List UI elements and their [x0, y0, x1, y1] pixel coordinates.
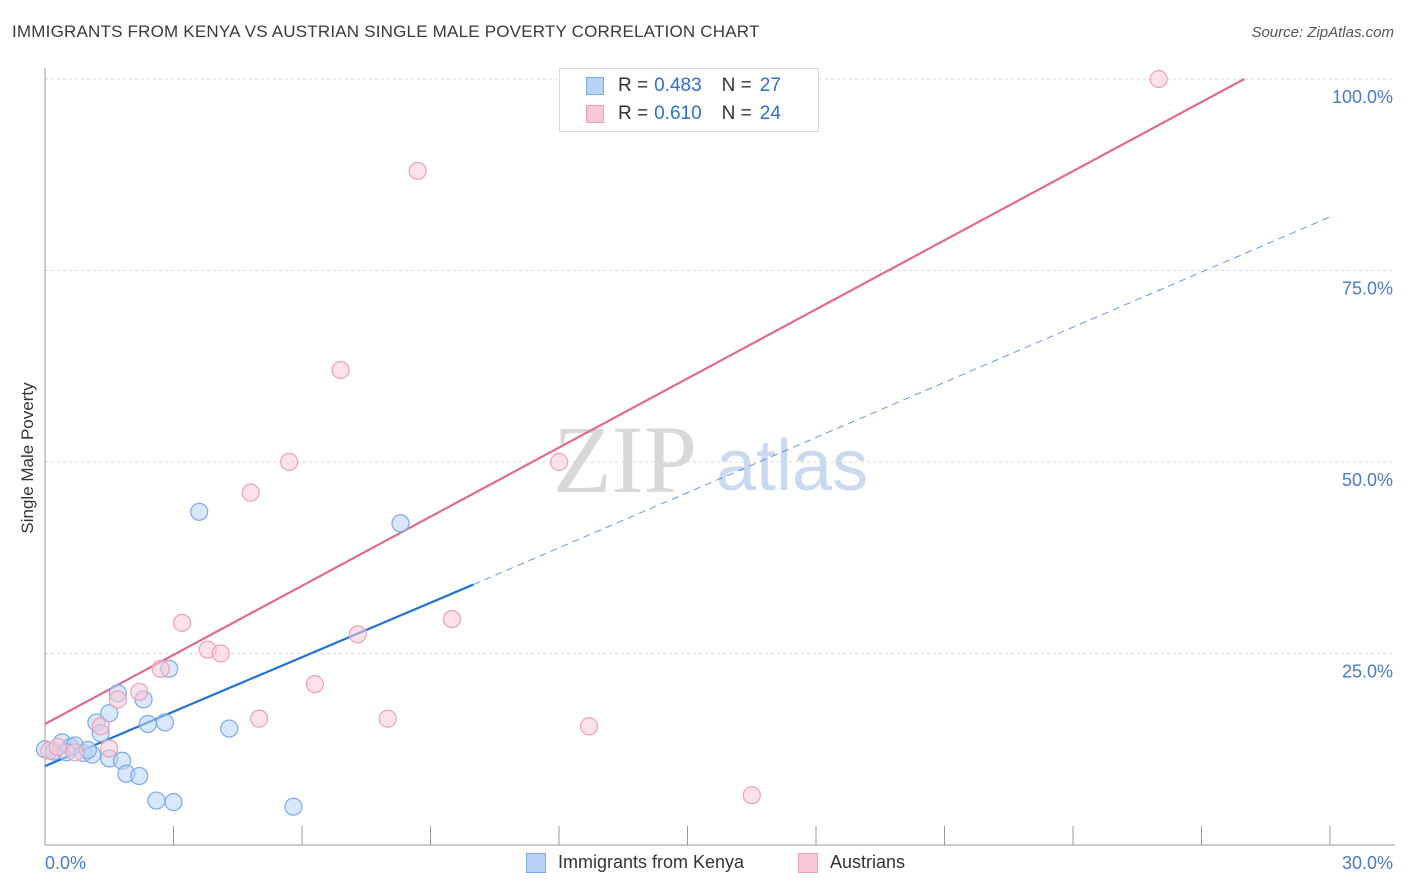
point-s0-10 [100, 704, 119, 723]
point-s1-14 [348, 625, 367, 644]
x-tick-label-1: 30.0% [1342, 853, 1393, 873]
kenya-n-label: N = [721, 75, 752, 96]
trend-dashed-0 [473, 216, 1331, 586]
point-s1-11 [280, 452, 299, 472]
point-s1-21 [1149, 69, 1168, 89]
point-s1-4 [130, 682, 149, 701]
point-s1-22 [48, 737, 67, 757]
chart-source: Source: ZipAtlas.com [1251, 24, 1394, 41]
legend-austrians-label: Austrians [830, 852, 906, 872]
chart-title: IMMIGRANTS FROM KENYA VS AUSTRIAN SINGLE… [12, 22, 760, 41]
point-s1-19 [579, 717, 599, 736]
legend-austrians-swatch [798, 852, 818, 873]
point-s0-24 [391, 514, 410, 533]
gridlines [45, 78, 1395, 654]
y-tick-label-1: 50.0% [1342, 470, 1393, 490]
kenya-n-value: 27 [759, 75, 781, 96]
point-s1-9 [241, 483, 260, 502]
y-tick-label-0: 25.0% [1342, 662, 1393, 682]
y-tick-label-2: 75.0% [1342, 279, 1393, 299]
watermark-zip: ZIP [553, 406, 697, 513]
kenya-r-value: 0.483 [654, 75, 702, 96]
y-tick-label-3: 100.0% [1332, 87, 1393, 107]
austrians-swatch [586, 105, 604, 123]
point-s1-2 [91, 717, 110, 736]
point-s1-12 [305, 675, 324, 694]
point-s1-16 [408, 161, 427, 181]
series-legend: Immigrants from Kenya Austrians [0, 852, 1406, 878]
trend-solid-1 [44, 78, 1245, 725]
point-s1-13 [331, 360, 350, 380]
tick-labels: 25.0% 50.0% 75.0% 100.0% 0.0% 30.0% [45, 87, 1393, 873]
point-s1-23 [100, 739, 119, 758]
point-s1-15 [378, 709, 397, 728]
austrians-n-value: 24 [759, 103, 781, 124]
watermark-atlas: atlas [716, 426, 868, 506]
legend-item-austrians[interactable]: Austrians [798, 852, 905, 873]
point-s0-23 [284, 797, 303, 816]
austrians-r-value: 0.610 [654, 103, 702, 124]
kenya-swatch [586, 77, 604, 95]
x-tick-label-0: 0.0% [45, 853, 86, 873]
point-s0-21 [190, 502, 209, 521]
point-s1-17 [442, 609, 462, 629]
point-s0-17 [147, 791, 166, 810]
point-s0-16 [138, 714, 157, 734]
point-s0-22 [220, 719, 239, 738]
legend-kenya-swatch [526, 852, 546, 873]
legend-row-kenya: R = 0.483 N = 27 [586, 75, 781, 97]
data-points [35, 69, 1168, 816]
correlation-legend: R = 0.483 N = 27 R = 0.610 N = 24 [559, 68, 819, 132]
axes [44, 68, 1395, 846]
point-s0-18 [155, 713, 175, 732]
legend-kenya-label: Immigrants from Kenya [558, 852, 745, 872]
watermark: ZIP atlas [553, 406, 868, 513]
point-s0-20 [164, 793, 183, 812]
point-s1-18 [549, 452, 569, 472]
kenya-r-label: R = [618, 75, 649, 96]
point-s1-1 [65, 743, 85, 762]
trend-lines [44, 78, 1331, 768]
austrians-n-label: N = [721, 103, 752, 124]
point-s1-20 [742, 786, 761, 805]
austrians-r-label: R = [618, 103, 649, 124]
point-s1-5 [151, 659, 170, 678]
trend-solid-0 [44, 583, 474, 768]
legend-row-austrians: R = 0.610 N = 24 [586, 103, 781, 125]
point-s1-10 [250, 709, 269, 728]
legend-item-kenya[interactable]: Immigrants from Kenya [526, 852, 744, 873]
point-s1-3 [108, 690, 127, 709]
point-s1-6 [172, 613, 192, 632]
point-s0-14 [130, 766, 149, 786]
point-s1-8 [211, 644, 230, 663]
